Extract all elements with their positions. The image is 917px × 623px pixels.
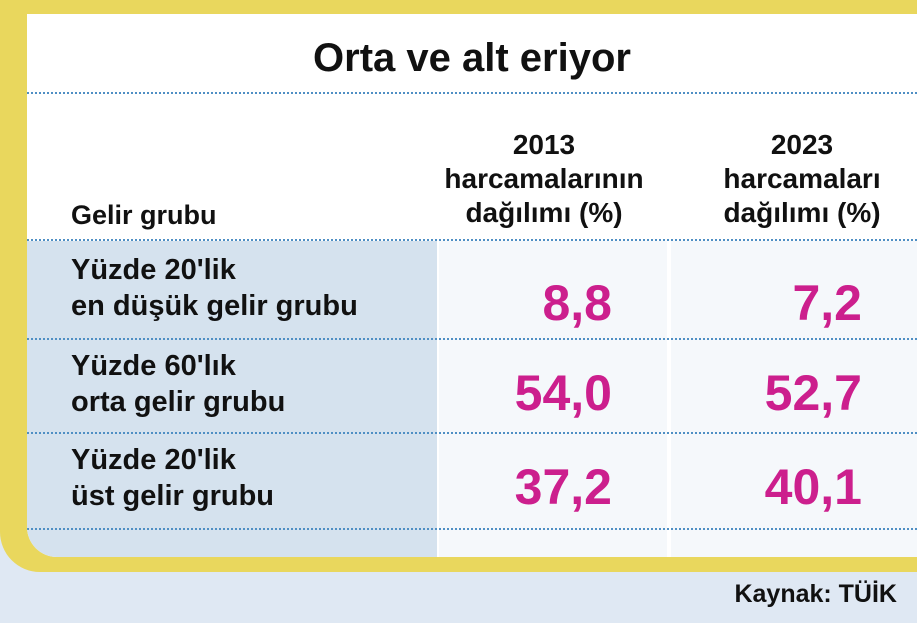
divider: [27, 338, 917, 340]
row-label-1: Yüzde 20'lik en düşük gelir grubu: [71, 252, 358, 324]
row-3-line1: Yüzde 20'lik: [71, 444, 236, 476]
source-note: Kaynak: TÜİK: [734, 580, 897, 608]
value-2013-row-2: 54,0: [514, 365, 612, 421]
divider: [27, 528, 917, 530]
value-2023-row-2: 52,7: [764, 365, 862, 421]
header-group: Gelir grubu: [71, 200, 217, 230]
value-2013-row-1: 8,8: [542, 275, 612, 331]
header-2023-year: 2023: [770, 129, 834, 160]
col2023-bg: [671, 241, 917, 557]
row-label-3: Yüzde 20'lik üst gelir grubu: [71, 442, 274, 514]
value-2023-row-1: 7,2: [792, 275, 862, 331]
header-2013-line3: dağılımı (%): [465, 197, 623, 228]
col2013-bg: [439, 241, 667, 557]
divider: [27, 239, 917, 241]
header-2023: 2023 harcamaları dağılımı (%): [687, 128, 917, 230]
table-panel: Orta ve alt eriyor Gelir grubu 2013 harc…: [27, 14, 917, 557]
divider: [27, 432, 917, 434]
row-3-line2: üst gelir grubu: [71, 480, 274, 512]
row-2-line2: orta gelir grubu: [71, 386, 286, 418]
label-column-bg: [27, 241, 437, 557]
row-1-line1: Yüzde 20'lik: [71, 254, 236, 286]
row-2-line1: Yüzde 60'lık: [71, 350, 236, 382]
header-2013: 2013 harcamalarının dağılımı (%): [429, 128, 659, 230]
header-2023-line2: harcamaları: [723, 163, 881, 194]
divider: [27, 92, 917, 94]
header-2013-line2: harcamalarının: [444, 163, 644, 194]
row-label-2: Yüzde 60'lık orta gelir grubu: [71, 348, 285, 420]
value-2013-row-3: 37,2: [514, 459, 612, 515]
header-2013-year: 2013: [512, 129, 576, 160]
header-2023-line3: dağılımı (%): [723, 197, 881, 228]
row-1-line2: en düşük gelir grubu: [71, 290, 358, 322]
chart-title: Orta ve alt eriyor: [313, 36, 631, 80]
value-2023-row-3: 40,1: [764, 459, 862, 515]
